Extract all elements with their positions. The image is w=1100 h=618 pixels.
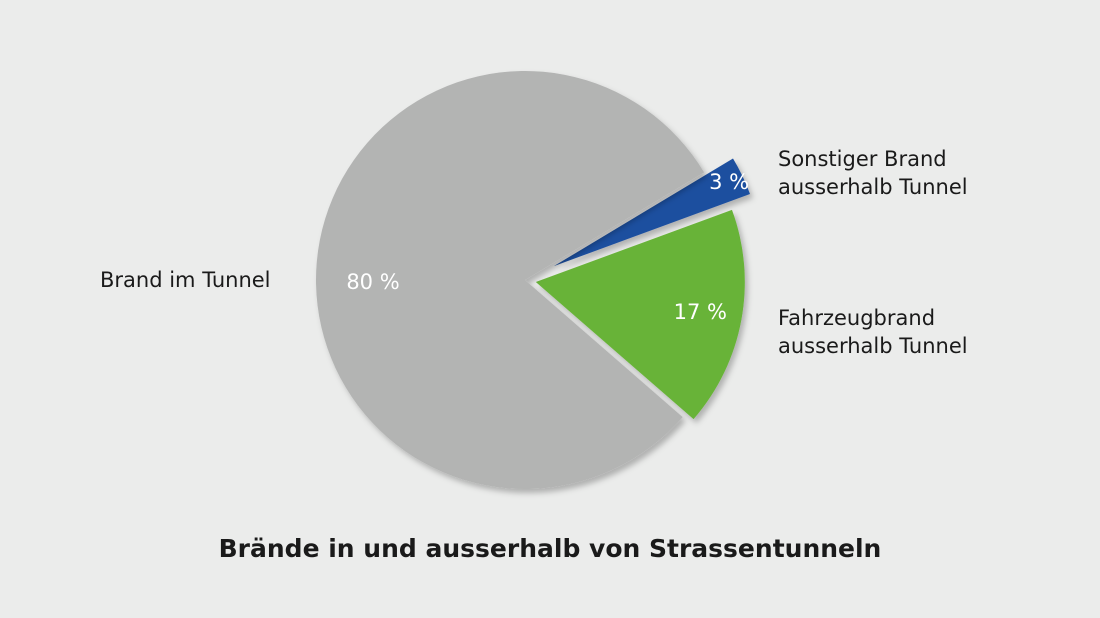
slice-value-label: 3 % [709, 170, 749, 194]
label-line: ausserhalb Tunnel [778, 175, 968, 199]
pie-slice [553, 158, 751, 267]
label-line: Brand im Tunnel [100, 268, 271, 292]
slice-label-fahrzeugbrand: Fahrzeugbrand ausserhalb Tunnel [778, 304, 968, 360]
pie-slice [315, 71, 705, 490]
slice-value-label: 17 % [674, 300, 727, 324]
slice-label-sonstiger: Sonstiger Brand ausserhalb Tunnel [778, 145, 968, 201]
slice-value-label: 80 % [346, 270, 399, 294]
label-line: ausserhalb Tunnel [778, 334, 968, 358]
pie-slice [535, 209, 745, 420]
label-line: Fahrzeugbrand [778, 306, 936, 330]
slice-label-brand-im-tunnel: Brand im Tunnel [100, 266, 271, 294]
chart-title: Brände in und ausserhalb von Strassentun… [218, 534, 882, 563]
label-line: Sonstiger Brand [778, 147, 947, 171]
